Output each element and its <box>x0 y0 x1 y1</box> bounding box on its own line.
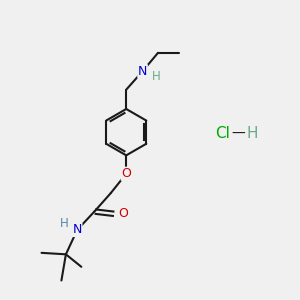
Text: H: H <box>247 126 258 141</box>
Text: H: H <box>60 217 69 230</box>
Text: Cl: Cl <box>215 126 230 141</box>
Text: O: O <box>121 167 131 180</box>
Text: N: N <box>73 224 82 236</box>
Text: —: — <box>231 127 245 141</box>
Text: N: N <box>138 65 147 78</box>
Text: O: O <box>118 207 128 220</box>
Text: H: H <box>152 70 160 83</box>
